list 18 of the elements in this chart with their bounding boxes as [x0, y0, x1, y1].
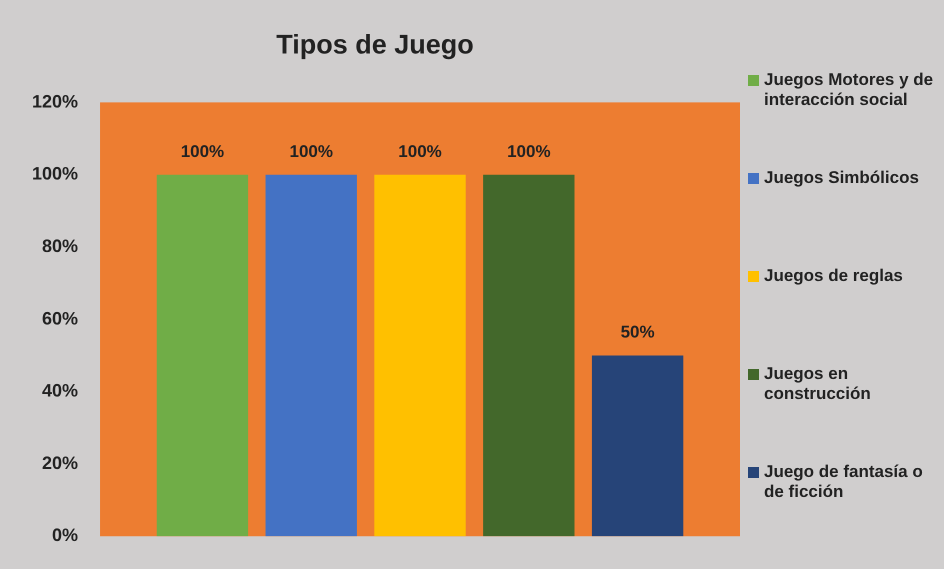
data-label: 100%	[180, 142, 224, 161]
chart-title: Tipos de Juego	[276, 30, 474, 60]
y-tick-label: 120%	[32, 91, 78, 112]
y-tick-label: 20%	[42, 452, 78, 473]
y-tick-label: 100%	[32, 164, 78, 184]
legend-label: Juegos Simbólicos	[764, 168, 919, 188]
legend-label: Juego de fantasía o de ficción	[764, 462, 924, 502]
legend-label: Juegos en construcción	[764, 364, 872, 404]
data-label: 100%	[398, 142, 442, 161]
data-label: 50%	[620, 322, 655, 342]
data-label: 100%	[289, 142, 333, 161]
legend-label: Juegos Motores y de interacción social	[764, 70, 934, 110]
y-tick-label: 0%	[52, 525, 78, 546]
y-tick-label: 60%	[42, 308, 78, 328]
data-label: 100%	[507, 142, 551, 161]
y-tick-label: 40%	[42, 380, 78, 401]
y-tick-label: 80%	[42, 236, 78, 256]
legend-label: Juegos de reglas	[764, 266, 903, 286]
